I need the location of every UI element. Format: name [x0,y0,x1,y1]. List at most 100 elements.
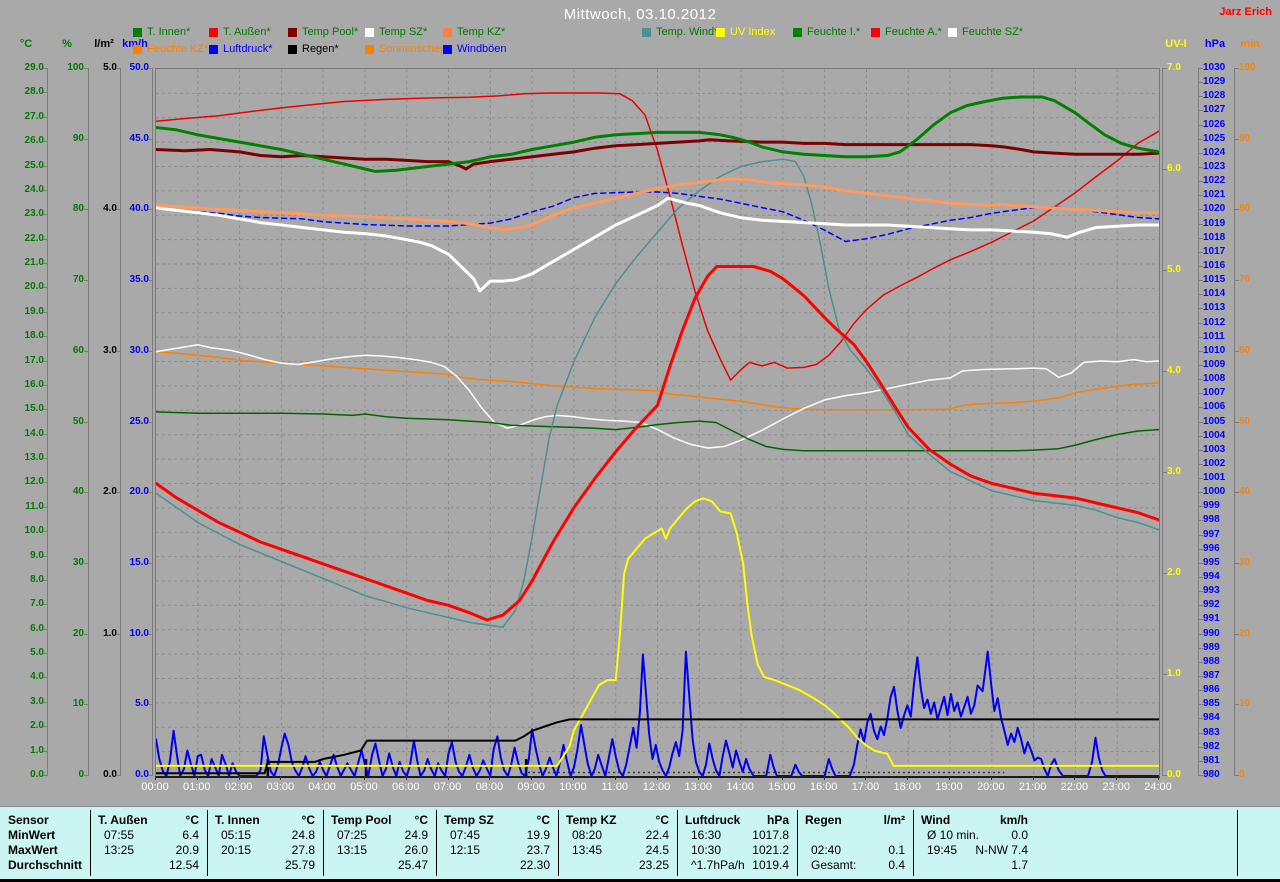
axis-tick [1199,152,1203,154]
table-cell: 13:25 [104,843,135,857]
axis-tick-label: 985 [1203,698,1220,710]
axis-tick [1199,421,1203,423]
axis-tick-label: 1020 [1203,203,1226,215]
axis-tick [1199,676,1203,678]
table-separator [797,810,798,876]
axis-tick-label: 20.0 [24,281,44,293]
axis-tick [43,458,47,460]
axis-tick [1235,68,1239,69]
axis-tick-label: 50.0 [129,62,149,73]
x-axis-label: 22:00 [1060,781,1089,793]
table-cell: 1017.8 [752,828,789,842]
table-cell: 20.9 [175,843,199,857]
axis-tick [84,775,88,776]
axis-tick [1199,506,1203,508]
legend-item: Feuchte KZ* [133,43,208,55]
axis-tick [1199,195,1203,197]
table-cell: ^1.7hPa/h [691,858,745,872]
table-cell: 23.7 [526,843,550,857]
x-axis-tick [614,776,616,780]
axis-tick [43,311,47,313]
x-axis-label: 09:00 [517,781,545,793]
legend-item: Feuchte A.* [871,26,942,38]
axis-tick-label: 997 [1203,528,1220,540]
author-watermark: Jarz Erich [1219,6,1272,18]
axis-tick [148,421,152,423]
axis-tick [1199,294,1203,296]
axis-tick [1199,68,1203,69]
legend-label: T. Außen* [223,26,271,38]
table-cell: 26.0 [404,843,428,857]
table-separator [1237,810,1238,876]
axis-tick [1199,492,1203,494]
series-temp-sz [154,196,1161,293]
table-cell: Temp SZ [444,813,494,827]
x-axis-tick [1116,776,1118,780]
axis-tick [43,263,47,265]
series-feuchte-sz [155,343,1160,449]
table-cell: 07:45 [450,828,481,842]
x-axis-label: 11:00 [601,781,629,793]
x-axis-tick [489,776,491,780]
legend-swatch [642,27,651,37]
axis-tick-label: 1021 [1203,189,1226,201]
axis-tick [43,287,47,289]
axis-tick [43,360,47,362]
axis-tick-label: 18.0 [24,330,44,342]
series-t-innen [154,95,1161,173]
axis-tick-label: 995 [1203,556,1220,568]
x-axis-label: 20:00 [977,781,1005,793]
table-cell: 6.4 [182,828,199,842]
axis-tick-label: 1000 [1203,486,1226,498]
axis-tick-label: 20 [1239,627,1251,639]
axis-tick [116,350,120,352]
axis-tick-label: 6.0 [30,622,44,634]
axis-tick [43,68,47,69]
x-axis-label: 03:00 [266,781,295,793]
axis-tick-label: 5.0 [135,698,149,710]
axis-tick-label: 998 [1203,514,1220,526]
axis-tick [1199,181,1203,183]
table-cell: Temp KZ [566,813,617,827]
axis-tick [84,280,88,282]
axis-tick [1199,548,1203,550]
table-cell: °C [414,813,428,827]
axis-tick-label: 4.0 [30,671,44,683]
table-cell: 20:15 [221,843,252,857]
axis-tick-label: 6.0 [1167,163,1181,174]
axis-tick-label: 987 [1203,670,1220,682]
axis-tick-label: 1009 [1203,358,1226,370]
axis-tick [1235,280,1239,282]
axis-tick-label: 1016 [1203,259,1226,271]
table-separator [558,810,559,876]
axis-tick-label: 986 [1203,684,1220,696]
axis-tick [148,775,152,776]
axis-tick-label: 40 [72,486,84,498]
axis-tick [84,350,88,352]
axis-tick [1199,661,1203,663]
axis-tick-label: 982 [1203,740,1220,752]
axis-line-wind [152,68,153,776]
x-axis-tick [781,776,783,780]
axis-tick-label: 1.0 [103,627,117,639]
axis-tick-label: 35.0 [129,274,149,286]
series-temp-kz [154,177,1161,232]
axis-tick [1163,371,1167,372]
table-cell: T. Außen [98,813,148,827]
table-cell: 0.1 [888,843,905,857]
table-cell: 19.9 [526,828,550,842]
axis-tick [84,633,88,635]
axis-tick [43,384,47,386]
legend-label: Luftdruck* [223,43,273,55]
table-cell: 02:40 [811,843,842,857]
axis-tick-label: 80 [1239,203,1251,215]
axis-tick [1199,393,1203,395]
axis-tick [1199,718,1203,720]
table-cell: Luftdruck [685,813,741,827]
axis-tick-label: 1014 [1203,288,1226,300]
axis-tick-label: 994 [1203,571,1220,583]
axis-tick-label: 999 [1203,500,1220,512]
x-axis-tick [865,776,867,780]
axis-tick-label: 50 [72,415,84,427]
x-axis-label: 19:00 [935,781,963,793]
